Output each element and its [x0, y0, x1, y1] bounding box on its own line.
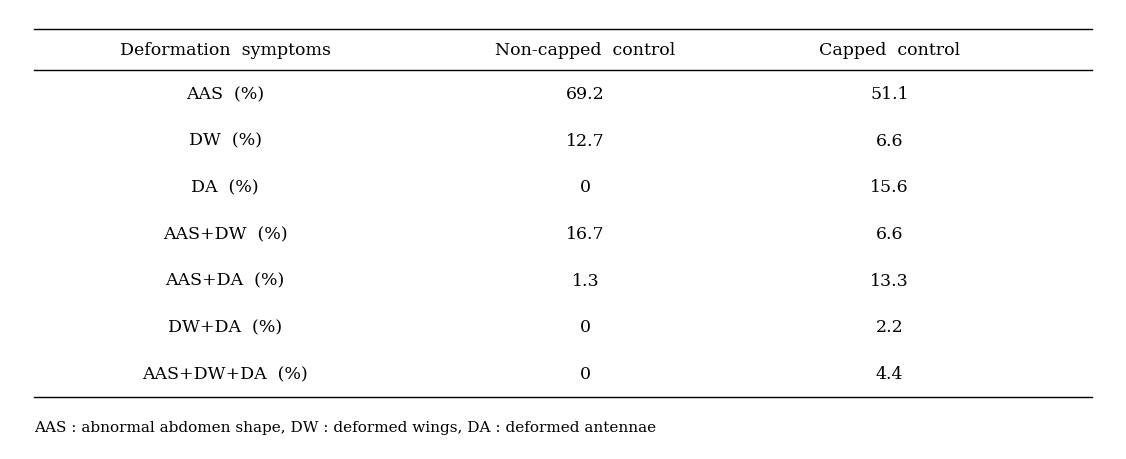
Text: AAS : abnormal abdomen shape, DW : deformed wings, DA : deformed antennae: AAS : abnormal abdomen shape, DW : defor…	[34, 420, 656, 434]
Text: 51.1: 51.1	[870, 86, 909, 103]
Text: 0: 0	[580, 319, 591, 336]
Text: AAS+DW+DA  (%): AAS+DW+DA (%)	[142, 365, 309, 382]
Text: AAS  (%): AAS (%)	[186, 86, 265, 103]
Text: AAS+DA  (%): AAS+DA (%)	[166, 272, 285, 289]
Text: Deformation  symptoms: Deformation symptoms	[119, 42, 331, 59]
Text: Capped  control: Capped control	[819, 42, 960, 59]
Text: 6.6: 6.6	[876, 226, 903, 242]
Text: 15.6: 15.6	[870, 179, 909, 196]
Text: 2.2: 2.2	[876, 319, 903, 336]
Text: 69.2: 69.2	[566, 86, 605, 103]
Text: 0: 0	[580, 365, 591, 382]
Text: DW  (%): DW (%)	[189, 133, 261, 150]
Text: 16.7: 16.7	[566, 226, 605, 242]
Text: 1.3: 1.3	[572, 272, 599, 289]
Text: 4.4: 4.4	[876, 365, 903, 382]
Text: 0: 0	[580, 179, 591, 196]
Text: 6.6: 6.6	[876, 133, 903, 150]
Text: Non-capped  control: Non-capped control	[495, 42, 676, 59]
Text: 13.3: 13.3	[870, 272, 909, 289]
Text: DA  (%): DA (%)	[191, 179, 259, 196]
Text: AAS+DW  (%): AAS+DW (%)	[163, 226, 287, 242]
Text: 12.7: 12.7	[566, 133, 605, 150]
Text: DW+DA  (%): DW+DA (%)	[168, 319, 283, 336]
